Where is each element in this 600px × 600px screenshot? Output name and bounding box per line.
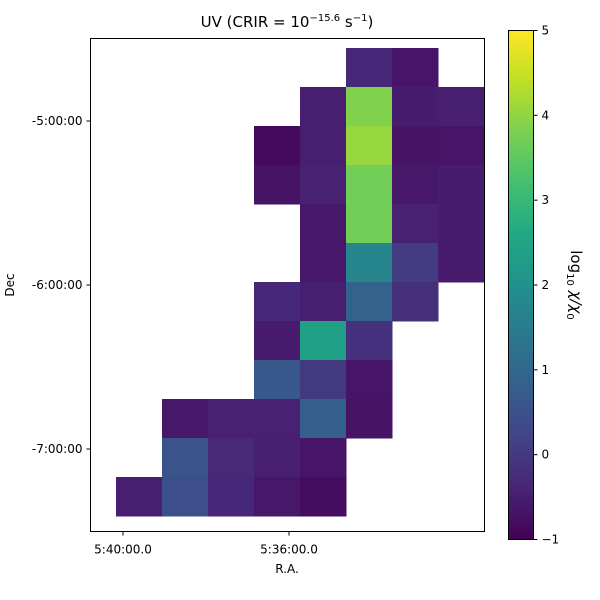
colorbar-tick-label: 0 bbox=[542, 448, 550, 462]
colorbar-tick-label: 4 bbox=[542, 108, 550, 122]
heatmap-cell bbox=[208, 438, 255, 478]
colorbar-tick-label: 3 bbox=[542, 193, 550, 207]
heatmap-cell bbox=[162, 438, 209, 478]
heatmap-cell bbox=[254, 321, 301, 361]
heatmap-cell bbox=[300, 282, 347, 322]
heatmap-cell bbox=[254, 477, 301, 517]
heatmap-cell bbox=[438, 204, 485, 244]
heatmap-cell bbox=[254, 282, 301, 322]
heatmap-cell bbox=[346, 360, 393, 400]
heatmap-cell bbox=[300, 477, 347, 517]
heatmap-cell bbox=[346, 321, 393, 361]
x-axis-ticks: 5:40:00.0 5:36:00.0 bbox=[94, 531, 318, 557]
heatmap-cell bbox=[392, 204, 439, 244]
heatmap-cell bbox=[300, 165, 347, 205]
colorbar-tick-label: 2 bbox=[542, 278, 550, 292]
heatmap-cell bbox=[346, 282, 393, 322]
heatmap-cell bbox=[254, 126, 301, 166]
heatmap-cell bbox=[346, 243, 393, 283]
heatmap-cell bbox=[438, 87, 485, 127]
heatmap-cell bbox=[300, 321, 347, 361]
heatmap-cell bbox=[346, 165, 393, 205]
y-tick-label: -7:00:00 bbox=[32, 442, 83, 456]
heatmap-cells bbox=[116, 48, 485, 517]
chart-title: UV (CRIR = 10−15.6 s−1) bbox=[201, 13, 374, 31]
heatmap-cell bbox=[300, 126, 347, 166]
heatmap-cell bbox=[208, 477, 255, 517]
colorbar-ticks: −1 0 1 2 3 4 5 bbox=[533, 24, 560, 547]
heatmap-cell bbox=[346, 399, 393, 439]
heatmap-cell bbox=[346, 204, 393, 244]
heatmap-cell bbox=[254, 360, 301, 400]
x-axis-label: R.A. bbox=[275, 562, 299, 576]
y-axis-label: Dec bbox=[3, 273, 17, 296]
heatmap-cell bbox=[254, 438, 301, 478]
heatmap-cell bbox=[392, 87, 439, 127]
heatmap-cell bbox=[438, 126, 485, 166]
heatmap-cell bbox=[392, 282, 439, 322]
y-axis-ticks: -5:00:00 -6:00:00 -7:00:00 bbox=[32, 114, 91, 456]
colorbar-tick-label: −1 bbox=[542, 533, 560, 547]
heatmap-cell bbox=[346, 87, 393, 127]
heatmap-cell bbox=[346, 126, 393, 166]
heatmap-cell bbox=[392, 48, 439, 88]
heatmap-cell bbox=[116, 477, 163, 517]
heatmap-cell bbox=[162, 399, 209, 439]
y-tick-label: -6:00:00 bbox=[32, 278, 83, 292]
heatmap-cell bbox=[392, 243, 439, 283]
heatmap-cell bbox=[254, 165, 301, 205]
colorbar bbox=[508, 30, 534, 540]
colorbar-label: log10 χ/χ0 bbox=[564, 250, 585, 320]
heatmap-cell bbox=[300, 204, 347, 244]
x-tick-label: 5:36:00.0 bbox=[260, 543, 318, 557]
heatmap-cell bbox=[300, 438, 347, 478]
colorbar-tick-label: 1 bbox=[542, 363, 550, 377]
heatmap-cell bbox=[438, 243, 485, 283]
heatmap-cell bbox=[208, 399, 255, 439]
heatmap-cell bbox=[300, 243, 347, 283]
heatmap-cell bbox=[254, 399, 301, 439]
y-tick-label: -5:00:00 bbox=[32, 114, 83, 128]
heatmap-cell bbox=[392, 165, 439, 205]
heatmap-cell bbox=[392, 126, 439, 166]
heatmap-cell bbox=[162, 477, 209, 517]
heatmap-cell bbox=[300, 360, 347, 400]
heatmap-cell bbox=[346, 48, 393, 88]
colorbar-tick-label: 5 bbox=[542, 24, 550, 38]
x-tick-label: 5:40:00.0 bbox=[94, 543, 152, 557]
heatmap-cell bbox=[438, 165, 485, 205]
heatmap-cell bbox=[300, 87, 347, 127]
heatmap-cell bbox=[300, 399, 347, 439]
